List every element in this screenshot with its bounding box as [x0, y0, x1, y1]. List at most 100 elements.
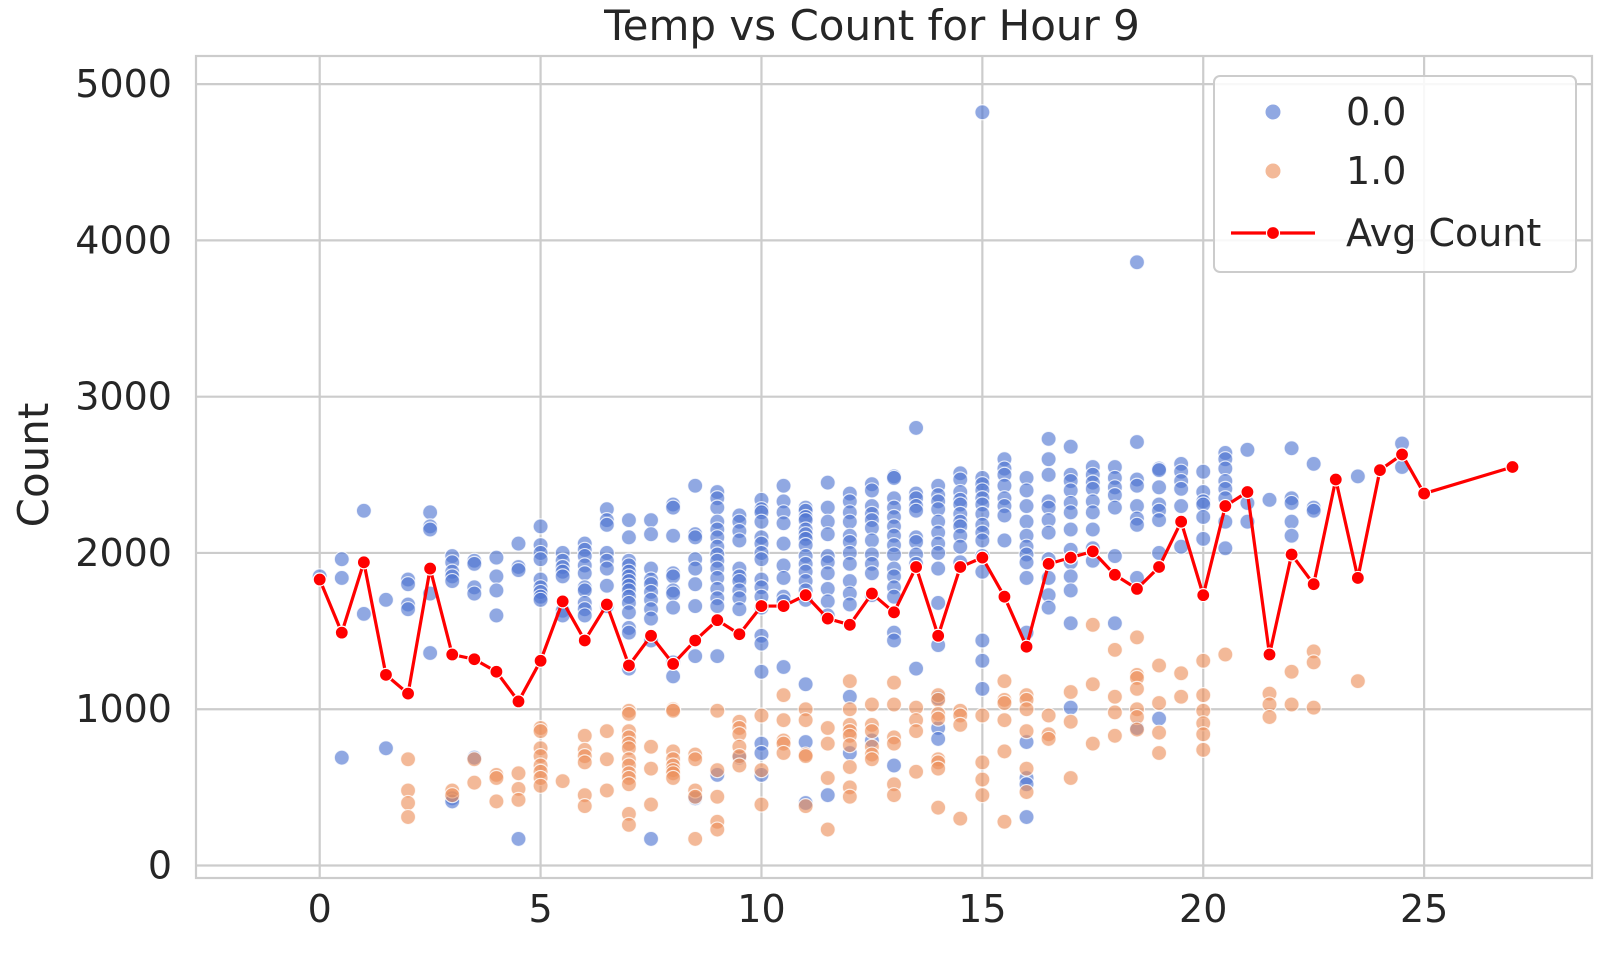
series-0-point — [996, 507, 1013, 524]
series-1-point — [841, 758, 858, 776]
series-1-point — [1106, 727, 1123, 744]
series-0-point — [797, 676, 814, 693]
avg-count-point — [798, 588, 813, 603]
series-0-point — [930, 544, 947, 562]
avg-count-point — [577, 633, 592, 648]
series-0-point — [709, 499, 726, 516]
series-0-point — [687, 647, 704, 665]
y-tick-label: 3000 — [75, 375, 172, 419]
series-0-point — [1283, 513, 1300, 530]
series-0-point — [1217, 540, 1234, 557]
series-0-point — [1062, 504, 1079, 521]
series-0-point — [819, 787, 836, 804]
series-0-point — [665, 499, 682, 516]
avg-count-point — [754, 598, 769, 614]
avg-count-point — [1196, 588, 1211, 603]
series-0-point — [687, 477, 704, 494]
series-1-point — [1150, 657, 1168, 674]
avg-count-point — [643, 628, 659, 643]
series-1-point — [753, 707, 770, 724]
series-1-point — [1150, 744, 1168, 762]
series-0-point — [1261, 491, 1278, 508]
series-1-point — [930, 710, 947, 727]
avg-count-point — [1306, 577, 1321, 592]
series-0-point — [1018, 569, 1035, 587]
series-0-point — [1062, 521, 1079, 538]
series-0-point — [687, 576, 704, 593]
y-tick-label: 2000 — [75, 531, 172, 575]
series-0-point — [731, 601, 748, 618]
avg-count-point — [467, 652, 482, 667]
series-0-point — [665, 527, 682, 544]
series-0-point — [532, 551, 549, 568]
series-0-point — [510, 830, 527, 848]
series-0-point — [974, 652, 991, 669]
series-1-point — [1128, 721, 1146, 738]
series-0-point — [422, 504, 439, 521]
series-1-point — [974, 771, 991, 788]
series-0-point — [466, 585, 483, 602]
series-0-point — [620, 624, 638, 641]
series-0-point — [753, 744, 770, 762]
series-0-point — [1040, 599, 1057, 616]
series-0-point — [1128, 516, 1146, 533]
avg-count-point — [621, 658, 637, 673]
series-1-point — [642, 760, 660, 777]
avg-count-point — [975, 550, 990, 565]
series-1-point — [1106, 704, 1123, 721]
series-0-point — [620, 604, 638, 621]
series-1-point — [974, 707, 991, 724]
series-0-point — [841, 555, 858, 572]
series-1-point — [687, 788, 704, 805]
avg-count-point — [1372, 463, 1388, 478]
series-0-point — [974, 532, 991, 549]
series-0-point — [907, 660, 925, 677]
series-0-point — [642, 830, 660, 848]
avg-count-point — [378, 667, 394, 682]
avg-count-point — [1417, 486, 1432, 501]
series-0-point — [885, 546, 903, 563]
series-0-point — [819, 526, 836, 543]
series-0-point — [1305, 455, 1322, 472]
series-1-point — [1018, 723, 1035, 740]
series-1-point — [1349, 672, 1366, 690]
x-tick-label: 10 — [737, 887, 785, 931]
series-0-point — [753, 635, 770, 652]
avg-count-point — [710, 613, 725, 628]
series-0-point — [576, 565, 593, 582]
avg-count-point — [400, 686, 416, 701]
series-1-point — [554, 773, 571, 790]
series-0-point — [687, 560, 704, 577]
series-0-point — [775, 515, 792, 532]
series-0-point — [974, 632, 991, 649]
series-1-point — [687, 751, 704, 768]
x-tick-label: 0 — [308, 887, 332, 931]
series-0-point — [665, 568, 682, 585]
series-1-point — [952, 810, 969, 827]
legend: 0.0 1.0 Avg Count — [1213, 75, 1577, 273]
series-0-point — [709, 597, 726, 615]
series-0-point — [1018, 554, 1035, 571]
series-1-point — [974, 787, 991, 804]
series-1-point — [996, 672, 1013, 690]
series-0-point — [598, 516, 615, 533]
avg-count-point — [908, 559, 924, 575]
series-1-point — [885, 674, 903, 691]
series-1-point — [819, 719, 836, 737]
avg-count-point — [1174, 514, 1189, 529]
series-0-point — [1150, 462, 1168, 479]
series-1-point — [775, 712, 792, 729]
series-0-point — [488, 568, 505, 585]
series-0-point — [488, 607, 505, 624]
series-0-point — [665, 585, 682, 602]
series-1-point — [598, 782, 615, 799]
series-0-point — [665, 599, 682, 616]
series-0-point — [620, 529, 638, 546]
series-1-point — [885, 787, 903, 804]
series-0-point — [1106, 615, 1123, 632]
series-0-point — [598, 577, 615, 594]
series-0-point — [1173, 497, 1190, 515]
avg-count-point — [732, 627, 747, 642]
avg-count-point — [533, 653, 548, 668]
